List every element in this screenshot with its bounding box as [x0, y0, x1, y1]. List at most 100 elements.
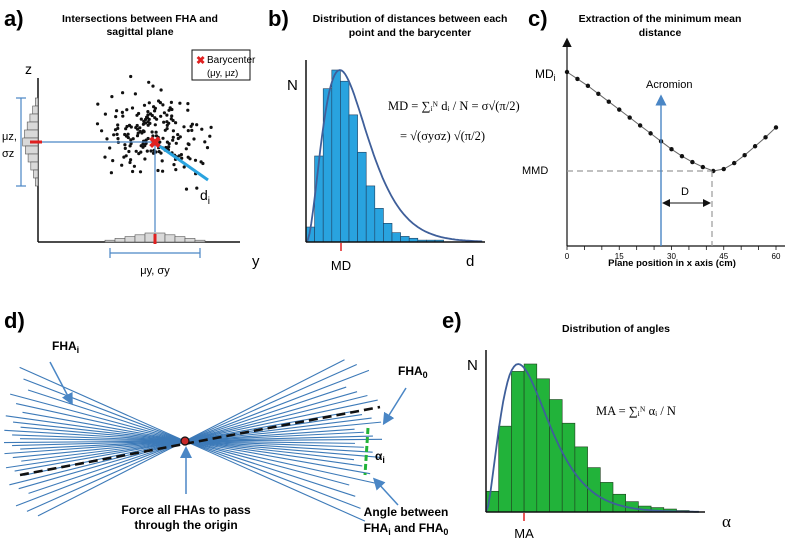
panel-b-bar	[383, 223, 393, 243]
panel-c-xlabel: Plane position in x axis (cm)	[608, 258, 736, 269]
scatter-point	[148, 121, 152, 125]
scatter-point	[170, 107, 174, 112]
scatter-point	[178, 101, 182, 105]
panel-a-axis-z-label: z	[25, 61, 32, 77]
panel-e-bar	[599, 482, 614, 513]
panel-e-axis-alpha-label: α	[722, 512, 731, 531]
scatter-point	[182, 125, 186, 129]
scatter-point	[129, 74, 133, 79]
scatter-point	[129, 141, 133, 146]
panel-c-mdi-label: MDi	[535, 67, 556, 83]
scatter-point	[203, 140, 207, 144]
panel-c-points	[564, 69, 779, 174]
scatter-point	[136, 127, 140, 131]
panel-d-fha0-arrow	[382, 387, 407, 426]
scatter-point	[186, 102, 190, 106]
panel-c-point	[606, 99, 611, 104]
scatter-point	[160, 159, 164, 163]
scatter-point	[154, 130, 158, 134]
panel-a-legend-marker: ✖	[196, 55, 205, 67]
scatter-point	[178, 135, 182, 139]
scatter-point	[129, 125, 133, 129]
scatter-point	[145, 115, 149, 119]
panel-c-point	[627, 115, 632, 120]
scatter-point	[200, 127, 204, 131]
panel-a-legend-box	[191, 49, 251, 81]
scatter-point	[190, 128, 194, 132]
panel-b-bar	[365, 185, 376, 243]
panel-c-point	[637, 123, 643, 128]
panel-c-title-1: Extraction of the minimum mean	[579, 13, 742, 25]
scatter-point	[141, 129, 145, 133]
scatter-point	[201, 161, 205, 166]
scatter-point	[109, 171, 113, 175]
panel-a-axis-y-label: y	[252, 253, 260, 270]
scatter-point	[126, 136, 130, 140]
z-hist-bar	[30, 161, 39, 171]
scatter-point	[186, 108, 190, 112]
scatter-point	[121, 114, 125, 118]
panel-c-ticks: 0 15 30 45 60	[565, 246, 781, 261]
y-hist-bar	[114, 238, 126, 243]
panel-b-bars	[305, 69, 444, 243]
panel-e-bar	[561, 422, 576, 513]
scatter-point	[159, 88, 163, 92]
scatter-point	[184, 187, 189, 191]
scatter-point	[131, 137, 135, 141]
fha-0-line	[19, 405, 381, 477]
scatter-point	[121, 91, 125, 95]
z-hist-bar	[32, 105, 39, 115]
panel-c-point	[773, 125, 779, 130]
scatter-point	[167, 121, 171, 125]
panel-c-point	[669, 147, 674, 152]
scatter-point	[116, 123, 120, 127]
scatter-point	[156, 135, 160, 139]
panel-e-bar	[574, 446, 588, 513]
panel-b: b) Distribution of distances between eac…	[268, 6, 520, 273]
scatter-point	[153, 109, 157, 113]
panel-d-angle-note-1: Angle between	[364, 505, 449, 519]
scatter-point	[176, 133, 180, 137]
scatter-point	[100, 129, 104, 133]
scatter-point	[186, 142, 190, 146]
z-hist-bar	[24, 129, 39, 139]
panel-a-title-2: sagittal plane	[106, 26, 173, 38]
scatter-point	[132, 164, 136, 168]
panel-e-bar	[549, 399, 563, 513]
scatter-point	[153, 123, 157, 127]
scatter-point	[172, 163, 176, 167]
panel-c-point	[617, 107, 622, 112]
scatter-point	[108, 146, 112, 150]
scatter-point	[159, 114, 163, 118]
scatter-point	[120, 110, 124, 114]
scatter-point	[130, 106, 135, 110]
scatter-point	[195, 123, 199, 127]
panel-c-point	[690, 159, 695, 165]
scatter-point	[151, 134, 155, 138]
scatter-point	[150, 130, 154, 134]
panel-b-bar	[322, 88, 333, 243]
panel-c-point	[648, 131, 653, 136]
panel-c-point	[585, 83, 591, 89]
panel-a-mu-y-sigma-y-label: μy, σy	[140, 265, 170, 277]
scatter-point	[174, 141, 178, 145]
panel-c-point	[752, 144, 758, 149]
panel-b-title-1: Distribution of distances between each	[313, 13, 508, 25]
panel-b-title-2: point and the barycenter	[349, 27, 472, 39]
scatter-point	[129, 138, 133, 142]
panel-b-formula-2: = √(σyσz) √(π/2)	[400, 129, 485, 143]
scatter-point	[143, 157, 147, 161]
scatter-point	[169, 100, 173, 104]
scatter-point	[135, 134, 140, 138]
panel-e-bar	[511, 371, 525, 513]
scatter-point	[150, 113, 154, 118]
scatter-point	[151, 84, 155, 88]
scatter-point	[135, 123, 139, 128]
scatter-point	[165, 127, 169, 131]
panel-b-bar	[400, 236, 410, 243]
y-hist-bar	[134, 234, 146, 243]
scatter-point	[170, 114, 174, 118]
scatter-point	[182, 165, 186, 169]
